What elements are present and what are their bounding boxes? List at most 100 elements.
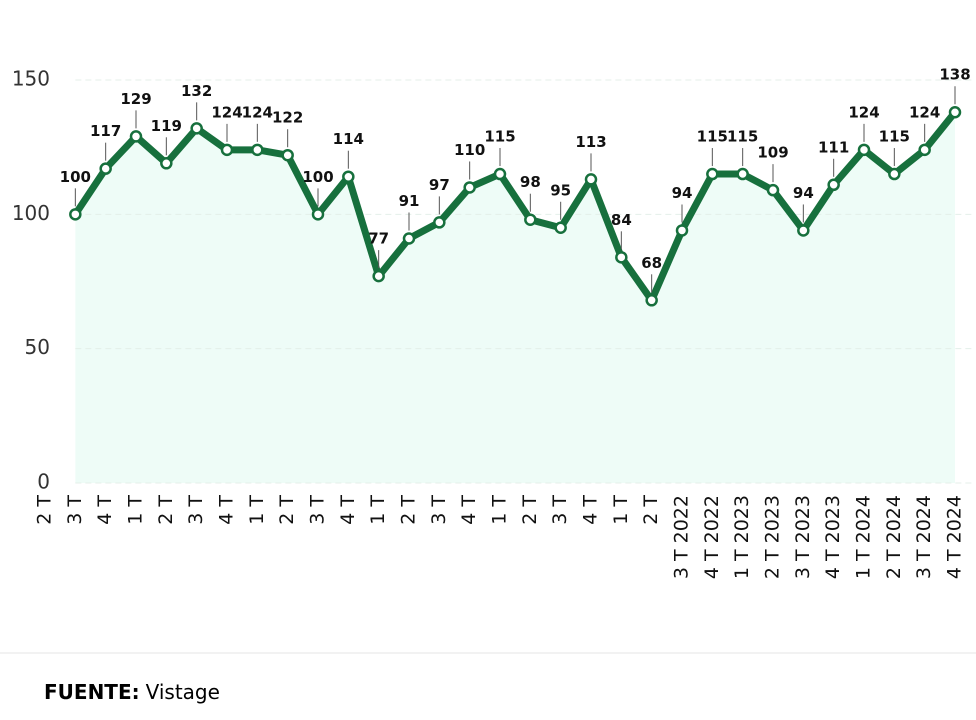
point <box>281 148 294 162</box>
source-label: FUENTE: <box>44 680 140 704</box>
value-label: 115 <box>727 128 758 146</box>
x-tick-label: 2 T <box>276 495 298 525</box>
x-tick-label: 3 T 2023 <box>792 495 814 579</box>
value-label: 68 <box>641 254 662 272</box>
value-label: 100 <box>302 168 333 186</box>
x-tick-label: 4 T 2022 <box>701 495 723 579</box>
value-label: 97 <box>429 176 450 194</box>
point <box>311 208 325 221</box>
x-tick-label: 2 T <box>34 495 56 525</box>
point <box>129 130 143 143</box>
value-label: 115 <box>697 128 728 146</box>
value-label: 122 <box>272 109 303 127</box>
point <box>797 224 810 237</box>
point <box>220 143 234 157</box>
value-label: 119 <box>151 117 182 135</box>
x-tick-label: 4 T 2023 <box>822 495 844 579</box>
x-tick-label: 2 T <box>640 495 662 525</box>
value-label: 98 <box>520 173 541 191</box>
x-tick-label: 3 T <box>549 495 571 525</box>
x-tick-label: 4 T <box>458 495 480 525</box>
x-tick-label: 2 T <box>155 495 177 525</box>
point <box>433 216 446 229</box>
x-tick-label: 1 T <box>246 495 268 525</box>
x-tick-label: 1 T 2024 <box>853 495 875 579</box>
value-label: 117 <box>90 122 121 140</box>
x-tick-label: 3 T <box>428 495 450 525</box>
source: FUENTE: Vistage <box>44 680 220 704</box>
y-tick-label: 150 <box>12 67 50 91</box>
point <box>584 173 598 186</box>
point <box>736 167 749 181</box>
value-label: 113 <box>575 133 606 151</box>
y-tick-label: 0 <box>37 470 50 494</box>
point <box>493 167 507 181</box>
point <box>706 167 719 181</box>
value-label: 124 <box>242 103 273 121</box>
x-tick-label: 3 T 2022 <box>671 495 693 579</box>
y-tick-label: 50 <box>25 335 50 359</box>
x-tick-label: 4 T <box>337 495 359 525</box>
value-label: 138 <box>939 66 970 84</box>
x-tick-label: 2 T <box>398 495 420 525</box>
value-label: 115 <box>484 128 515 146</box>
x-tick-label: 1 T <box>489 495 511 525</box>
x-tick-label: 2 T 2023 <box>762 495 784 579</box>
x-tick-label: 1 T <box>610 495 632 525</box>
value-label: 100 <box>60 168 91 186</box>
x-tick-label: 3 T <box>307 495 329 525</box>
x-tick-label: 1 T <box>125 495 147 525</box>
point <box>251 143 264 157</box>
value-label: 84 <box>611 211 632 229</box>
point <box>463 181 476 194</box>
area <box>75 112 956 484</box>
value-label: 132 <box>181 82 212 100</box>
point <box>888 167 901 181</box>
point <box>160 157 173 170</box>
x-tick-label: 4 T <box>580 495 602 525</box>
value-label: 124 <box>848 103 879 121</box>
point <box>645 294 658 307</box>
value-label: 111 <box>818 138 849 156</box>
point <box>675 224 689 237</box>
x-tick-label: 1 T 2023 <box>731 495 753 579</box>
value-label: 94 <box>672 184 693 202</box>
value-label: 129 <box>120 90 151 108</box>
value-label: 109 <box>757 144 788 162</box>
source-text: Vistage <box>146 680 220 704</box>
value-label: 115 <box>879 128 910 146</box>
point <box>554 221 567 235</box>
point <box>948 105 962 119</box>
point <box>69 208 82 221</box>
x-tick-label: 4 T <box>216 495 238 525</box>
x-tick-label: 3 T <box>64 495 86 525</box>
point <box>857 143 871 157</box>
point <box>827 178 840 192</box>
value-label: 124 <box>909 103 940 121</box>
x-tick-label: 2 T 2024 <box>883 495 905 579</box>
value-label: 110 <box>454 141 485 159</box>
value-label: 91 <box>399 192 420 210</box>
value-label: 114 <box>333 130 364 148</box>
x-tick-label: 4 T <box>94 495 116 525</box>
x-tick-label: 2 T <box>519 495 541 525</box>
value-label: 95 <box>550 181 571 199</box>
value-label: 77 <box>368 230 389 248</box>
point <box>615 251 628 264</box>
point <box>372 269 385 283</box>
point <box>342 170 355 183</box>
x-tick-label: 4 T 2024 <box>944 495 966 579</box>
point <box>524 213 537 226</box>
point <box>766 183 780 197</box>
value-label: 124 <box>211 103 242 121</box>
x-tick-label: 3 T 2024 <box>913 495 935 579</box>
point <box>99 162 112 175</box>
value-label: 94 <box>793 184 814 202</box>
point <box>918 143 931 157</box>
point <box>190 122 203 135</box>
x-tick-label: 1 T <box>367 495 389 525</box>
y-tick-label: 100 <box>12 201 50 225</box>
x-tick-label: 3 T <box>185 495 207 525</box>
point <box>402 232 416 245</box>
